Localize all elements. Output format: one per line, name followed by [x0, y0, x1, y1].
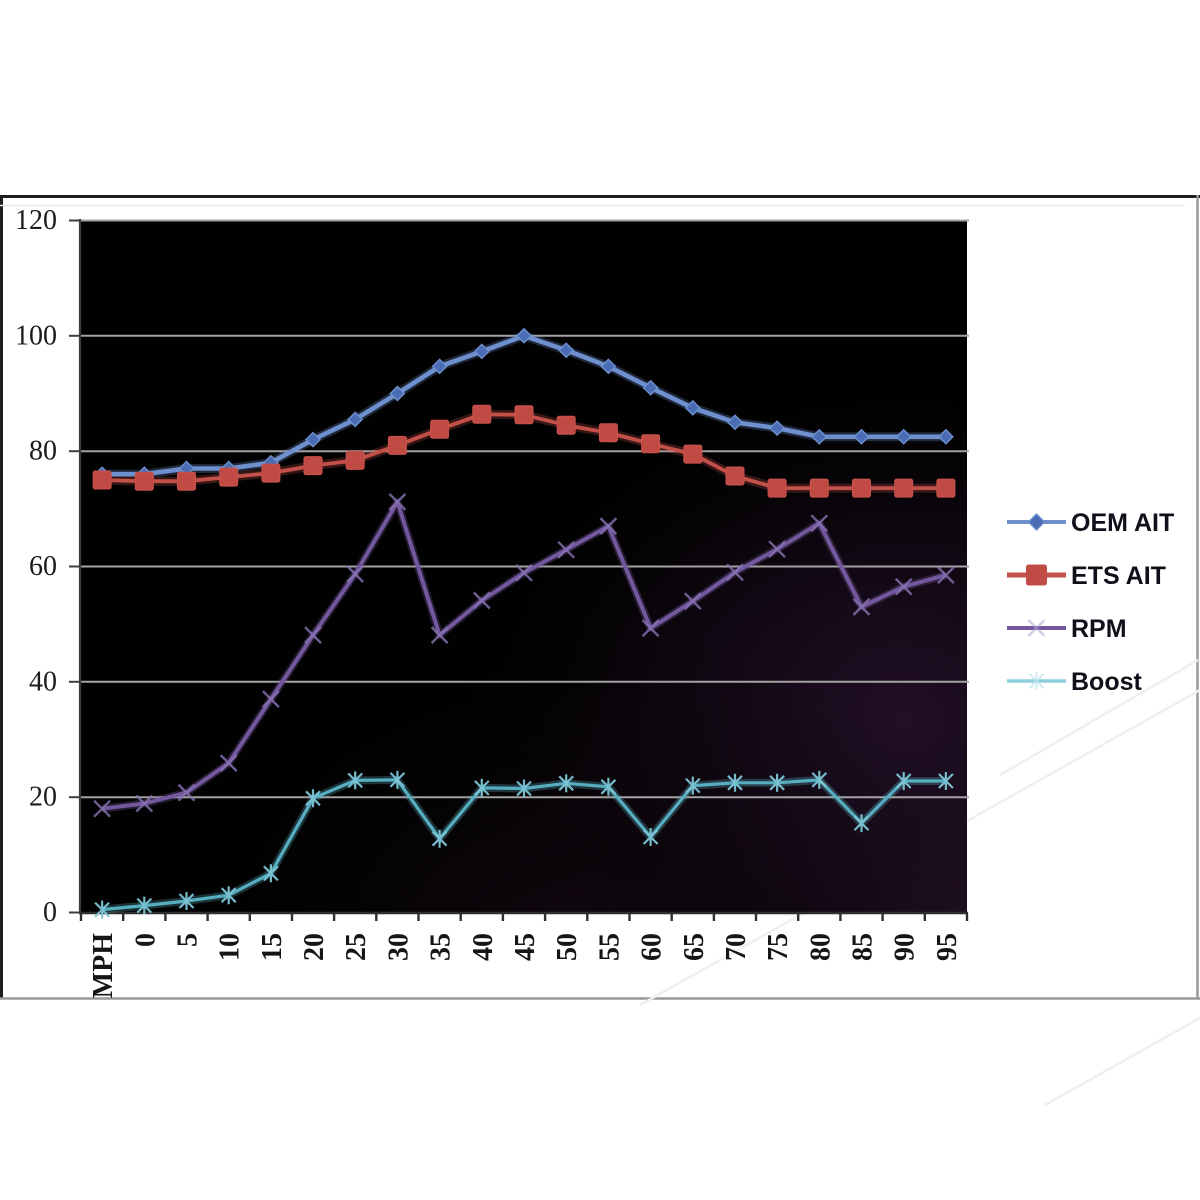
svg-text:0: 0	[43, 897, 57, 928]
svg-text:60: 60	[637, 933, 668, 961]
svg-text:35: 35	[426, 933, 457, 961]
svg-text:15: 15	[257, 933, 288, 961]
svg-text:40: 40	[29, 666, 57, 697]
svg-text:60: 60	[29, 551, 57, 582]
svg-text:20: 20	[299, 933, 330, 961]
svg-text:85: 85	[848, 933, 879, 961]
svg-text:Boost: Boost	[1071, 668, 1143, 696]
svg-text:45: 45	[510, 933, 541, 961]
svg-text:5: 5	[173, 933, 204, 947]
svg-text:80: 80	[805, 933, 836, 961]
svg-text:10: 10	[215, 933, 246, 961]
svg-text:RPM: RPM	[1071, 615, 1127, 643]
svg-text:30: 30	[383, 933, 414, 961]
svg-text:20: 20	[29, 782, 57, 813]
svg-text:ETS AIT: ETS AIT	[1071, 562, 1166, 590]
svg-text:MPH: MPH	[88, 933, 119, 999]
svg-text:55: 55	[594, 933, 625, 961]
svg-text:65: 65	[679, 933, 710, 961]
svg-text:120: 120	[15, 205, 57, 236]
svg-text:80: 80	[29, 436, 57, 467]
svg-text:40: 40	[468, 933, 499, 961]
svg-text:0: 0	[130, 933, 161, 947]
svg-text:OEM AIT: OEM AIT	[1071, 509, 1174, 537]
svg-text:25: 25	[341, 933, 372, 961]
svg-text:70: 70	[721, 933, 752, 961]
svg-text:50: 50	[552, 933, 583, 961]
svg-text:100: 100	[15, 320, 57, 351]
svg-text:90: 90	[890, 933, 921, 961]
svg-text:95: 95	[932, 933, 963, 961]
svg-text:75: 75	[763, 933, 794, 961]
